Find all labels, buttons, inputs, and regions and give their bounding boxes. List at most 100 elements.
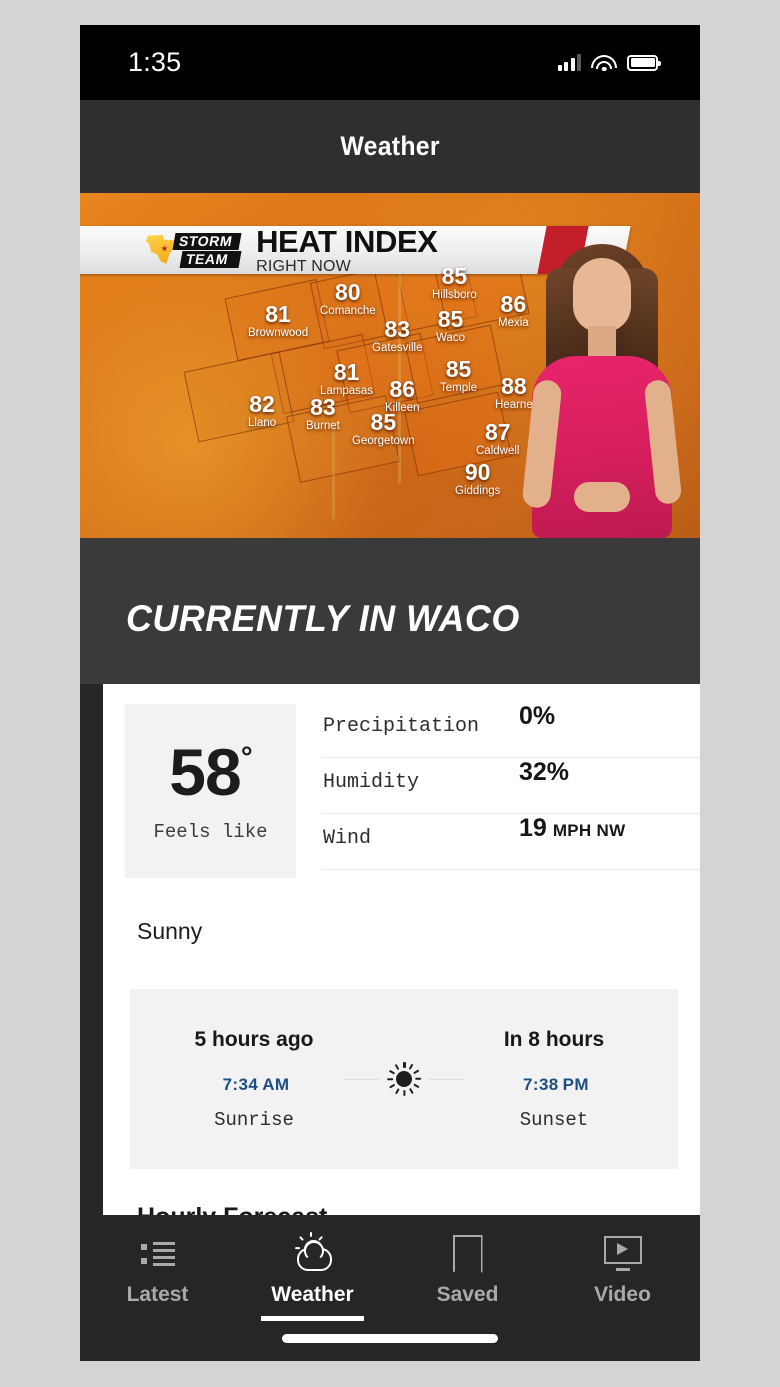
list-icon bbox=[140, 1233, 175, 1275]
feels-like-tile: 58° Feels like bbox=[125, 704, 296, 878]
city-name: Mexia bbox=[498, 317, 529, 329]
tab-latest[interactable]: Latest bbox=[80, 1233, 235, 1307]
logo-line-2: TEAM bbox=[179, 250, 242, 268]
active-tab-indicator bbox=[261, 1316, 364, 1321]
table-row: Humidity 32% bbox=[323, 758, 700, 814]
table-row: Precipitation 0% bbox=[323, 702, 700, 758]
city-temp: 87 bbox=[484, 419, 511, 445]
city-name: Brownwood bbox=[248, 327, 309, 339]
status-indicators bbox=[557, 54, 661, 72]
tab-label: Latest bbox=[126, 1283, 189, 1306]
feels-like-label: Feels like bbox=[153, 821, 268, 843]
city-temp: 83 bbox=[384, 316, 411, 342]
wifi-icon bbox=[591, 54, 617, 72]
map-city-label: 81 Brownwood bbox=[248, 303, 308, 340]
highway-line bbox=[398, 253, 401, 483]
city-name: Waco bbox=[436, 332, 465, 344]
map-city-label: 88 Hearne bbox=[495, 375, 533, 412]
tab-video[interactable]: Video bbox=[545, 1233, 700, 1307]
banner-subtitle: RIGHT NOW bbox=[256, 257, 351, 275]
sunrise-block: 5 hours ago 7:34 AM Sunrise bbox=[168, 1028, 340, 1131]
sunset-block: In 8 hours 7:38 PM Sunset bbox=[468, 1028, 640, 1131]
feels-like-temperature: 58° bbox=[169, 735, 252, 809]
sunset-time: 7:38 PM bbox=[523, 1074, 589, 1094]
page-title: Weather bbox=[340, 131, 440, 161]
stat-label: Humidity bbox=[323, 771, 420, 794]
tab-label: Saved bbox=[436, 1283, 499, 1306]
sunrise-relative: 5 hours ago bbox=[194, 1027, 314, 1051]
home-indicator[interactable] bbox=[282, 1334, 498, 1343]
connector-line-left bbox=[344, 1078, 379, 1080]
condition-text: Sunny bbox=[137, 918, 203, 944]
map-city-label: 86 Mexia bbox=[498, 293, 529, 330]
status-bar: 1:35 bbox=[80, 25, 700, 100]
stat-value: 32% bbox=[519, 758, 570, 786]
phone-frame: 1:35 Weather bbox=[80, 25, 700, 1361]
tab-weather[interactable]: Weather bbox=[235, 1232, 390, 1321]
map-city-label: 90 Giddings bbox=[455, 461, 500, 498]
city-temp: 86 bbox=[500, 291, 527, 317]
current-conditions-card: 58° Feels like Precipitation 0% Humidity… bbox=[103, 684, 700, 1272]
stat-value: 0% bbox=[519, 702, 556, 730]
city-temp: 85 bbox=[370, 409, 397, 435]
city-name: Caldwell bbox=[476, 445, 520, 457]
map-city-label: 81 Lampasas bbox=[320, 361, 373, 398]
sunrise-time: 7:34 AM bbox=[222, 1074, 290, 1094]
city-temp: 82 bbox=[249, 391, 275, 417]
sunset-label: Sunset bbox=[519, 1108, 589, 1131]
video-play-icon bbox=[603, 1233, 642, 1275]
sunrise-label: Sunrise bbox=[214, 1108, 294, 1131]
city-temp: 80 bbox=[335, 279, 361, 305]
battery-icon bbox=[627, 54, 661, 71]
city-temp: 86 bbox=[389, 376, 416, 402]
map-city-label: 85 Hillsboro bbox=[432, 265, 477, 302]
highway-line bbox=[332, 423, 335, 519]
map-city-label: 87 Caldwell bbox=[476, 421, 519, 458]
city-name: Georgetown bbox=[352, 435, 415, 447]
map-city-label: 80 Comanche bbox=[320, 281, 376, 318]
current-conditions-section: CURRENTLY IN WACO bbox=[80, 538, 700, 684]
conditions-top-row: 58° Feels like Precipitation 0% Humidity… bbox=[103, 702, 700, 878]
city-name: Hillsboro bbox=[432, 289, 477, 301]
star-icon bbox=[161, 245, 168, 252]
city-temp: 85 bbox=[437, 306, 464, 332]
city-name: Hearne bbox=[495, 399, 533, 411]
status-time: 1:35 bbox=[128, 47, 182, 77]
city-temp: 83 bbox=[310, 394, 336, 420]
city-temp: 81 bbox=[333, 359, 360, 385]
tab-saved[interactable]: Saved bbox=[390, 1233, 545, 1307]
stat-label: Precipitation bbox=[323, 715, 480, 738]
city-name: Giddings bbox=[455, 485, 501, 497]
map-city-label: 85 Waco bbox=[436, 308, 465, 345]
city-name: Temple bbox=[440, 382, 478, 394]
sun-cloud-icon bbox=[293, 1232, 333, 1275]
city-temp: 90 bbox=[464, 459, 491, 485]
map-city-label: 83 Gatesville bbox=[372, 318, 423, 355]
map-city-label: 83 Burnet bbox=[306, 396, 340, 433]
map-city-label: 86 Killeen bbox=[385, 378, 420, 415]
banner-title: HEAT INDEX bbox=[256, 223, 438, 259]
city-name: Llano bbox=[248, 417, 277, 429]
city-temp: 85 bbox=[441, 263, 468, 289]
stat-value: 19 bbox=[519, 814, 547, 842]
meteorologist-figure bbox=[521, 238, 683, 538]
sun-icon bbox=[387, 1062, 422, 1096]
sun-path-connector bbox=[340, 1062, 468, 1096]
stat-unit: MPH NW bbox=[552, 821, 626, 840]
broadcast-banner: STORM TEAM HEAT INDEX RIGHT NOW bbox=[80, 226, 600, 274]
city-name: Comanche bbox=[320, 305, 376, 317]
section-heading: CURRENTLY IN WACO bbox=[126, 598, 520, 639]
connector-line-right bbox=[429, 1078, 464, 1080]
city-name: Killeen bbox=[385, 402, 420, 414]
conditions-stats-table: Precipitation 0% Humidity 32% Wind 19 MP… bbox=[323, 702, 700, 870]
map-city-label: 82 Llano bbox=[248, 393, 276, 430]
weather-video-player[interactable]: STORM TEAM HEAT INDEX RIGHT NOW 85 Hills… bbox=[80, 193, 700, 538]
map-city-label: 85 Georgetown bbox=[352, 411, 415, 448]
tab-label: Video bbox=[594, 1283, 651, 1306]
storm-team-logo: STORM TEAM bbox=[146, 232, 242, 268]
bookmark-icon bbox=[452, 1233, 483, 1275]
tab-label: Weather bbox=[271, 1283, 354, 1306]
city-name: Gatesville bbox=[372, 342, 423, 354]
app-header: Weather bbox=[80, 100, 700, 193]
